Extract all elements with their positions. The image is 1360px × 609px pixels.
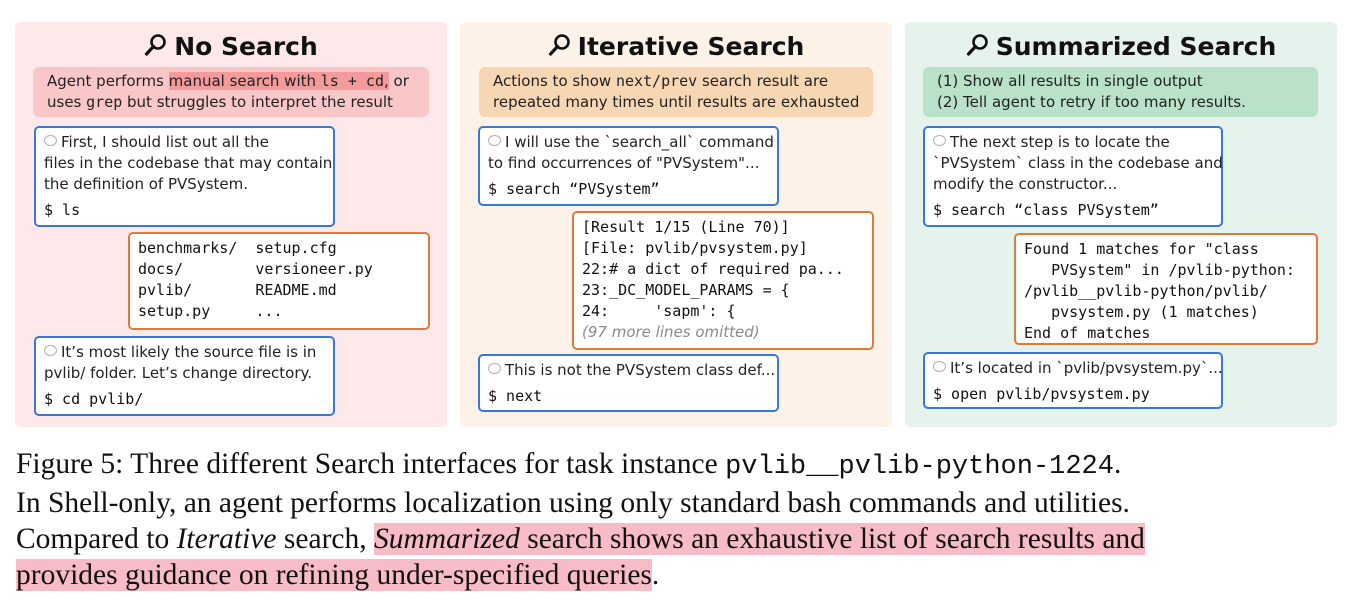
- no-search-title: No Search: [15, 32, 447, 61]
- agent-thought: It’s located in `pvlib/pvsystem.py`...: [925, 354, 1223, 379]
- agent-step-ls: First, I should list out all the files i…: [34, 126, 335, 227]
- agent-command: $ search “class PVSystem”: [933, 201, 1159, 219]
- agent-command: $ open pvlib/pvsystem.py: [933, 385, 1150, 403]
- magnifier-icon: [966, 34, 988, 56]
- agent-command: $ next: [488, 387, 543, 405]
- speech-bubble-icon: [933, 361, 946, 372]
- agent-thought: The next step is to locate the `PVSystem…: [933, 133, 1223, 193]
- agent-step-next: This is not the PVSystem class def... $ …: [478, 354, 779, 412]
- agent-step-search: I will use the `search_all` command to f…: [478, 126, 779, 206]
- speech-bubble-icon: [44, 135, 57, 146]
- speech-bubble-icon: [44, 345, 57, 356]
- no-search-note: Agent performs manual search with ls + c…: [33, 67, 429, 117]
- summarized-result-output: Found 1 matches for "class PVSystem" in …: [1014, 233, 1318, 345]
- iterative-search-title: Iterative Search: [460, 32, 892, 61]
- omitted-lines-note: (97 more lines omitted): [582, 323, 760, 341]
- summarized-search-note: (1) Show all results in single output (2…: [923, 67, 1318, 117]
- iterative-search-panel: Iterative Search Actions to show next/pr…: [460, 22, 892, 427]
- agent-step-open: It’s located in `pvlib/pvsystem.py`... $…: [923, 352, 1223, 409]
- no-search-panel: No Search Agent performs manual search w…: [15, 22, 447, 427]
- summarized-search-title: Summarized Search: [905, 32, 1337, 61]
- search-result-output: [Result 1/15 (Line 70)] [File: pvlib/pvsy…: [572, 211, 874, 350]
- agent-thought: This is not the PVSystem class def...: [480, 356, 777, 381]
- agent-step-cd: It’s most likely the source file is in p…: [34, 336, 335, 416]
- speech-bubble-icon: [933, 135, 946, 146]
- agent-command: $ cd pvlib/: [44, 390, 144, 408]
- agent-step-search-class: The next step is to locate the `PVSystem…: [923, 126, 1223, 227]
- magnifier-icon: [145, 34, 167, 56]
- ls-output: benchmarks/ setup.cfg docs/ versioneer.py…: [128, 232, 430, 330]
- agent-thought: It’s most likely the source file is in p…: [44, 343, 317, 382]
- magnifier-icon: [548, 34, 570, 56]
- iterative-search-note: Actions to show next/prev search result …: [479, 67, 873, 117]
- figure-caption: Figure 5: Three different Search interfa…: [16, 448, 1145, 591]
- speech-bubble-icon: [488, 135, 501, 146]
- agent-command: $ ls: [44, 201, 81, 219]
- agent-thought: I will use the `search_all` command to f…: [488, 133, 774, 172]
- summarized-search-panel: Summarized Search (1) Show all results i…: [905, 22, 1337, 427]
- agent-command: $ search “PVSystem”: [488, 180, 660, 198]
- agent-thought: First, I should list out all the files i…: [44, 133, 333, 193]
- speech-bubble-icon: [488, 363, 501, 374]
